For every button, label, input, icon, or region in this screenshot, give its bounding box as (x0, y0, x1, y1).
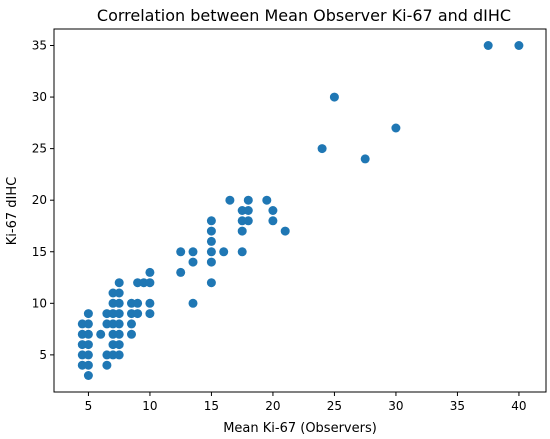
data-point (317, 144, 327, 154)
data-point (206, 278, 216, 288)
data-point (114, 288, 124, 298)
data-point (114, 329, 124, 339)
data-point (237, 247, 247, 257)
data-point (114, 350, 124, 360)
data-point (114, 278, 124, 288)
data-point (108, 309, 118, 319)
data-point (102, 360, 112, 370)
y-tick-label: 20 (32, 193, 47, 207)
data-point (145, 278, 155, 288)
data-point (108, 319, 118, 329)
data-point (114, 309, 124, 319)
data-point (280, 226, 290, 236)
data-point (206, 226, 216, 236)
data-point (237, 226, 247, 236)
x-tick-label: 25 (327, 399, 342, 413)
data-point (127, 319, 136, 329)
data-point (108, 298, 118, 308)
data-point (206, 247, 216, 257)
x-tick-label: 35 (450, 399, 465, 413)
y-tick-label: 10 (32, 296, 47, 310)
data-point (391, 123, 401, 133)
data-point (243, 216, 253, 226)
data-point (108, 340, 118, 350)
chart-title: Correlation between Mean Observer Ki-67 … (97, 6, 511, 25)
plot-frame (53, 28, 547, 393)
data-point (188, 298, 198, 308)
x-tick-label: 30 (388, 399, 403, 413)
data-point (83, 329, 93, 339)
data-point (108, 350, 118, 360)
data-point (83, 371, 93, 380)
data-point (262, 195, 272, 205)
data-point (133, 278, 143, 288)
data-point (83, 360, 93, 370)
data-point (108, 329, 118, 339)
data-point (114, 298, 124, 308)
data-point (268, 206, 278, 215)
data-point (133, 309, 143, 319)
data-point (268, 216, 278, 226)
x-tick-label: 40 (511, 399, 526, 413)
data-points (77, 41, 524, 380)
data-point (133, 298, 143, 308)
data-point (225, 195, 235, 205)
data-point (108, 288, 118, 298)
y-tick-label: 15 (32, 245, 47, 259)
x-tick-label: 10 (142, 399, 157, 413)
data-point (145, 267, 155, 277)
data-point (114, 340, 124, 350)
data-point (96, 329, 106, 339)
x-tick-label: 15 (204, 399, 219, 413)
data-point (83, 319, 93, 329)
x-tick-label: 20 (265, 399, 280, 413)
data-point (243, 195, 253, 205)
x-axis-ticks: 5 10 15 20 25 30 35 40 (85, 392, 527, 413)
data-point (360, 154, 370, 164)
data-point (188, 247, 198, 257)
data-point (514, 41, 524, 50)
data-point (329, 92, 339, 102)
y-tick-label: 35 (32, 39, 47, 53)
data-point (206, 257, 216, 267)
data-point (483, 41, 493, 50)
y-tick-label: 25 (32, 142, 47, 156)
data-point (206, 216, 216, 226)
y-tick-label: 30 (32, 90, 47, 104)
y-axis-ticks: 5 10 15 20 25 30 35 (32, 39, 54, 362)
data-point (127, 329, 136, 339)
y-axis-label: Ki-67 dIHC (5, 177, 20, 245)
data-point (83, 309, 93, 319)
x-tick-label: 5 (85, 399, 93, 413)
y-tick-label: 5 (39, 348, 47, 362)
data-point (145, 309, 155, 319)
data-point (188, 257, 198, 267)
data-point (206, 236, 216, 246)
data-point (243, 206, 253, 215)
data-point (83, 350, 93, 360)
data-point (219, 247, 229, 257)
data-point (145, 298, 155, 308)
data-point (83, 340, 93, 350)
data-point (176, 267, 186, 277)
data-point (114, 319, 124, 329)
data-point (176, 247, 186, 257)
x-axis-label: Mean Ki-67 (Observers) (223, 421, 377, 436)
